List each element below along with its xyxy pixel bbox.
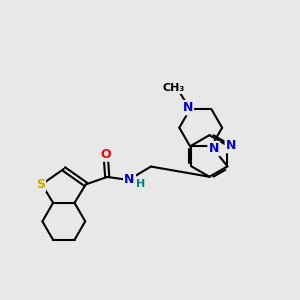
Text: N: N: [226, 139, 236, 152]
Text: CH₃: CH₃: [162, 83, 184, 93]
Text: S: S: [36, 178, 45, 191]
Text: H: H: [136, 179, 146, 189]
Text: N: N: [124, 173, 135, 186]
Text: N: N: [182, 101, 193, 114]
Text: O: O: [100, 148, 111, 160]
Text: N: N: [208, 142, 219, 155]
